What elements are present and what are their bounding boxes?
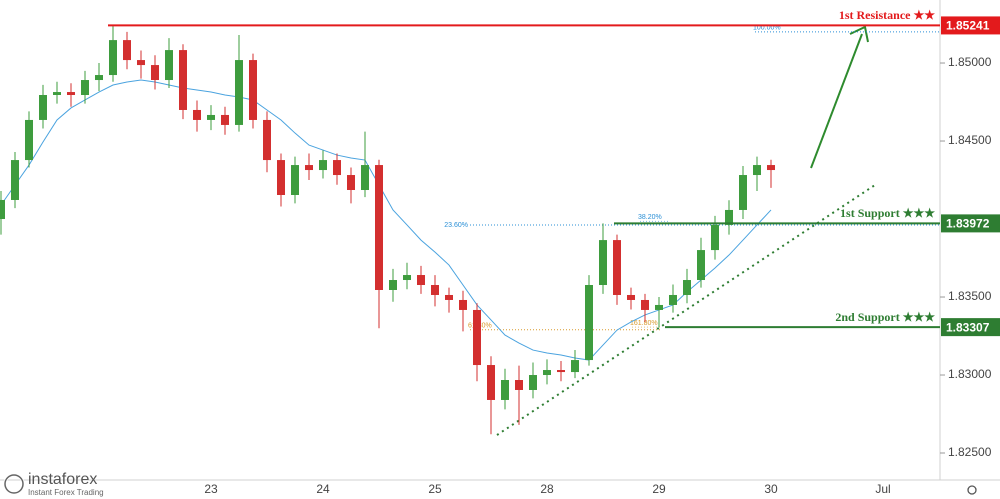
level-price-box — [941, 16, 1000, 35]
level-price-box — [941, 214, 1000, 233]
level-price: 1.83307 — [946, 320, 990, 334]
candle-body — [739, 175, 747, 210]
candle-body — [431, 285, 439, 295]
candle-body — [263, 119, 271, 161]
fib-label: 38.20% — [638, 214, 662, 221]
candle-body — [109, 40, 117, 76]
candle-body — [123, 40, 131, 61]
x-tick-label: 29 — [652, 482, 666, 496]
candle-body — [403, 275, 411, 281]
candle-body — [543, 370, 551, 376]
moving-average — [0, 79, 772, 361]
fib-label: 161.80% — [630, 320, 658, 327]
candle-body — [0, 199, 5, 220]
candle-body — [95, 75, 103, 81]
x-tick-label: 23 — [204, 482, 218, 496]
candle-body — [711, 224, 719, 251]
candle-body — [305, 165, 313, 171]
logo-icon-ring — [4, 474, 24, 494]
candle-body — [67, 92, 75, 96]
settings-icon[interactable] — [967, 485, 977, 495]
candle-body — [375, 165, 383, 290]
candle-body — [487, 365, 495, 400]
candle-body — [333, 160, 341, 176]
candle-body — [669, 294, 677, 305]
x-tick-label: 24 — [316, 482, 330, 496]
candle-body — [627, 294, 635, 300]
candle-body — [291, 165, 299, 195]
candle-body — [193, 109, 201, 120]
x-tick-label: 30 — [764, 482, 778, 496]
candle-body — [585, 285, 593, 361]
candle-body — [53, 92, 61, 96]
candle-body — [445, 294, 453, 300]
candle-body — [599, 240, 607, 286]
candle-body — [529, 375, 537, 390]
candle-body — [137, 60, 145, 66]
y-tick-label: 1.84500 — [948, 133, 992, 147]
candle-body — [207, 114, 215, 120]
level-price-box — [941, 318, 1000, 337]
candle-body — [151, 65, 159, 81]
logo-name: instaforex — [28, 471, 97, 488]
candle-body — [725, 209, 733, 225]
x-tick-label: 25 — [428, 482, 442, 496]
candle-body — [753, 165, 761, 176]
logo: instaforex Instant Forex Trading — [3, 471, 104, 497]
candle-body — [557, 370, 565, 373]
candle-body — [277, 160, 285, 195]
candle-body — [221, 114, 229, 125]
candle-body — [571, 360, 579, 373]
candle-body — [641, 299, 649, 310]
candle-body — [389, 280, 397, 290]
candle-body — [25, 119, 33, 161]
candle-body — [501, 380, 509, 400]
level-name: 1st Support ★★★ — [840, 206, 935, 220]
candle-body — [515, 380, 523, 390]
fib-label: 23.60% — [444, 222, 468, 229]
y-tick-label: 1.82500 — [948, 445, 992, 459]
candle-body — [459, 299, 467, 310]
candle-body — [81, 80, 89, 96]
level-price: 1.85241 — [946, 19, 990, 33]
candle-body — [39, 95, 47, 120]
candle-body — [683, 280, 691, 295]
candle-body — [319, 160, 327, 171]
candle-body — [11, 160, 19, 200]
x-tick-label: 28 — [540, 482, 554, 496]
x-tick-label: Jul — [875, 482, 890, 496]
candle-body — [417, 275, 425, 286]
candle-body — [767, 165, 775, 171]
candle-body — [613, 240, 621, 295]
candle-body — [473, 309, 481, 366]
level-price: 1.83972 — [946, 217, 990, 231]
arrow-shaft — [810, 33, 863, 169]
candle-body — [179, 50, 187, 110]
candle-body — [235, 60, 243, 125]
candle-body — [361, 165, 369, 191]
logo-tagline: Instant Forex Trading — [28, 488, 104, 497]
y-tick-label: 1.83000 — [948, 367, 992, 381]
y-tick-label: 1.85000 — [948, 55, 992, 69]
fib-label: 100.00% — [753, 25, 781, 32]
candle-body — [249, 60, 257, 120]
level-name: 2nd Support ★★★ — [835, 310, 935, 324]
candle-body — [655, 304, 663, 310]
candle-body — [165, 50, 173, 81]
candle-body — [347, 175, 355, 191]
candle-body — [697, 250, 705, 281]
y-tick-label: 1.83500 — [948, 289, 992, 303]
level-name: 1st Resistance ★★ — [839, 8, 935, 22]
